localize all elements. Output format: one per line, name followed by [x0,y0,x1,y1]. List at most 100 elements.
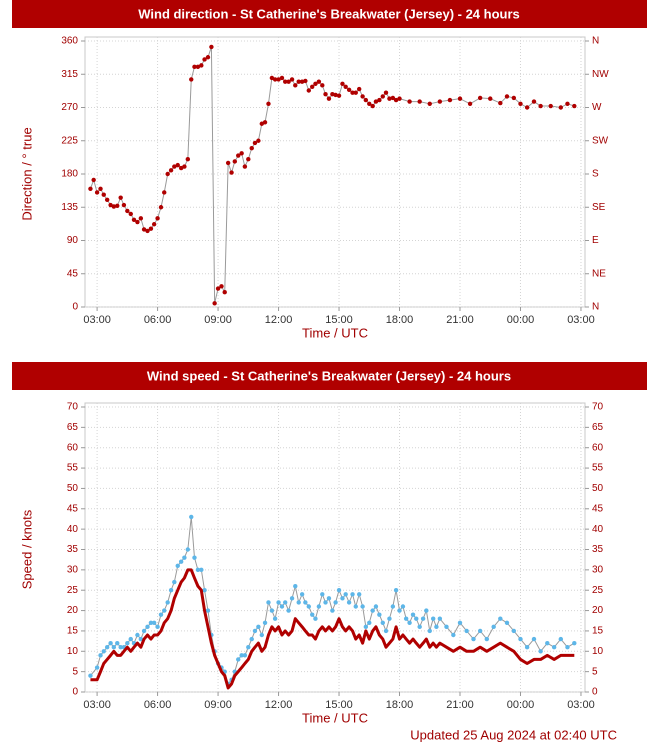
x-tick-label: 03:00 [567,314,595,326]
y2-tick-label: 15 [592,626,604,637]
y2-tick-label: 55 [592,463,604,474]
y-tick-label: 135 [61,202,78,213]
data-point [400,604,406,609]
data-point [313,81,318,87]
data-point [128,211,133,217]
data-point [343,592,348,597]
y2-tick-label: 40 [592,524,604,535]
data-point [299,592,305,597]
data-point [343,84,348,90]
y2-tick-label: N [592,36,599,47]
x-tick-label: 06:00 [144,314,172,326]
data-point [538,103,543,109]
data-point [175,563,180,568]
data-point [434,624,439,630]
y2-tick-label: 70 [592,402,604,413]
data-point [316,79,322,84]
data-point [205,608,211,613]
data-point [340,596,345,601]
data-point [293,83,298,88]
data-point [457,96,463,101]
data-point [531,99,537,104]
data-point [320,592,325,597]
data-point [262,620,268,625]
data-point [484,636,490,642]
data-point [353,90,358,95]
data-point [293,583,298,589]
data-point [262,120,268,125]
y-tick-label: 315 [61,69,78,80]
data-point [333,92,338,98]
y2-tick-label: N [592,302,599,313]
data-point [104,645,110,650]
data-point [363,624,369,630]
data-point [330,608,335,613]
data-point [346,87,352,92]
data-point [390,604,396,609]
plot-area [84,36,586,308]
y-axis-title: Speed / knots [19,509,34,589]
y-tick-label: 0 [72,687,78,698]
x-tick-label: 15:00 [325,699,353,711]
data-point [336,588,342,593]
data-point [524,105,530,110]
data-point [98,653,103,658]
data-point [121,202,127,208]
y2-tick-label: 65 [592,422,604,433]
data-point [477,95,483,101]
data-point [367,620,372,625]
data-point [182,164,187,169]
y-tick-label: 5 [72,666,78,677]
data-point [310,84,315,90]
data-point [88,186,93,191]
data-point [350,90,355,95]
data-point [356,86,362,92]
data-point [165,171,170,177]
data-point [91,177,96,183]
data-point [387,96,392,101]
data-point [205,55,211,60]
data-point [165,600,170,605]
data-point [437,616,443,621]
data-point [225,160,231,166]
y-tick-label: 360 [61,36,78,47]
y-tick-label: 45 [67,268,79,279]
data-point [306,604,311,609]
data-point [326,96,332,101]
data-point [212,301,217,306]
data-point [236,657,241,662]
chart-title: Wind direction - St Catherine's Breakwat… [138,6,520,21]
y-tick-label: 0 [72,302,78,313]
data-point [202,57,207,62]
data-point [246,645,251,650]
data-point [390,95,396,101]
data-point [306,88,311,93]
data-point [138,216,144,221]
y2-tick-label: E [592,235,599,246]
data-point [313,616,318,621]
data-point [471,636,476,642]
data-point [498,100,503,106]
data-point [289,596,295,601]
y-tick-label: 55 [67,463,79,474]
data-point [427,628,432,634]
y-tick-label: 90 [67,235,79,246]
title-bar [12,362,647,390]
data-point [209,44,214,50]
data-point [199,63,204,68]
data-point [175,162,180,168]
data-point [511,95,517,101]
data-point [417,624,422,630]
data-point [101,192,106,197]
data-point [125,640,130,646]
data-point [572,103,577,109]
data-point [518,636,523,642]
data-point [504,94,510,99]
data-point [444,624,449,630]
data-point [108,640,113,646]
data-point [276,600,281,605]
data-point [232,159,237,164]
data-point [383,90,389,95]
y-tick-label: 25 [67,585,79,596]
